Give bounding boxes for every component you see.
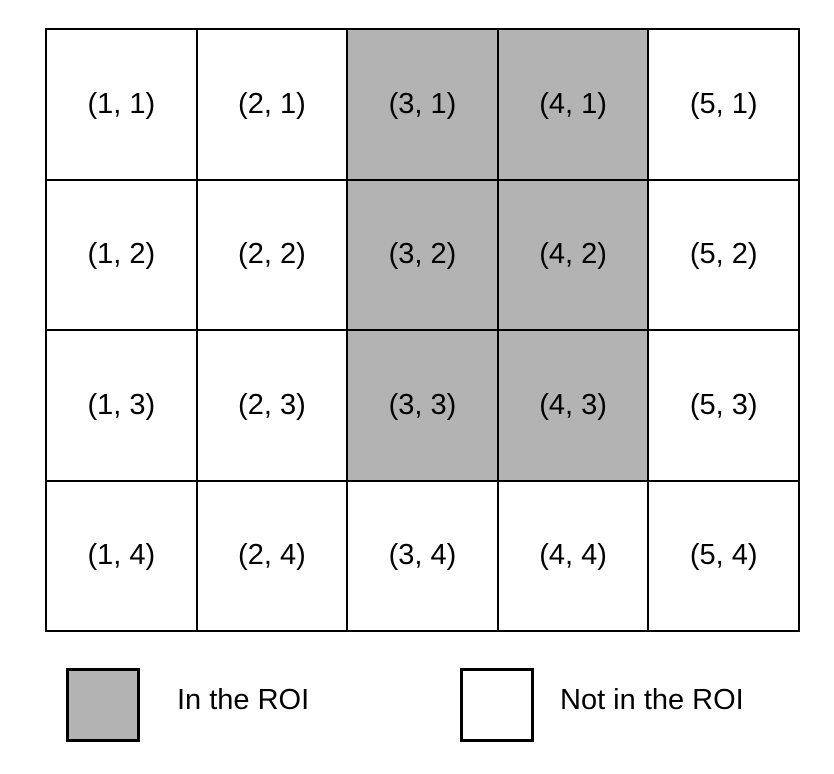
grid-cell: (4, 4): [497, 480, 649, 631]
legend-label-not-in-roi: Not in the ROI: [560, 684, 744, 716]
grid-cell: (1, 4): [46, 480, 197, 631]
grid-cell: (2, 2): [196, 179, 348, 330]
grid-cell: (1, 3): [46, 330, 197, 481]
grid-cell: (5, 1): [648, 29, 799, 180]
grid-cell: (2, 4): [196, 480, 348, 631]
pixel-grid: (1, 1) (2, 1) (3, 1) (4, 1) (5, 1) (1, 2) (2, …: [45, 28, 800, 632]
legend-label-in-roi: In the ROI: [177, 684, 310, 716]
grid-cell: (5, 3): [648, 330, 799, 481]
grid-cell: (1, 2): [46, 179, 197, 330]
grid-cell: (5, 4): [648, 480, 799, 631]
grid-cell: (3, 1): [347, 29, 498, 180]
grid-cell: (4, 3): [497, 330, 649, 481]
legend-swatch-in-roi: [66, 668, 140, 742]
grid-cell: (4, 2): [497, 179, 649, 330]
legend-swatch-not-in-roi: [460, 668, 534, 742]
grid-cell: (2, 1): [196, 29, 348, 180]
grid-cell: (3, 2): [347, 179, 498, 330]
grid-cell: (5, 2): [648, 179, 799, 330]
grid-cell: (1, 1): [46, 29, 197, 180]
grid-cell: (4, 1): [497, 29, 649, 180]
grid-cell: (2, 3): [196, 330, 348, 481]
grid-cell: (3, 4): [347, 480, 498, 631]
grid-cell: (3, 3): [347, 330, 498, 481]
